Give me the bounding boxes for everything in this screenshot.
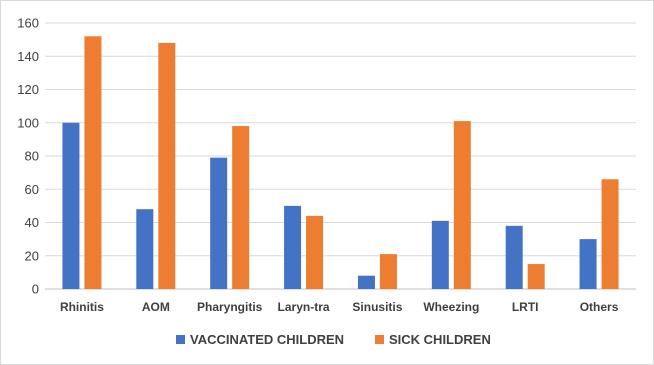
bar-vaccinated-lrti [505,225,523,289]
x-category-label: Laryn-tra [278,300,330,314]
y-tick-label: 100 [17,115,39,130]
bar-vaccinated-others [579,239,597,289]
bar-vaccinated-sinusitis [357,275,375,289]
legend-label-vaccinated: VACCINATED CHILDREN [190,332,344,347]
y-tick-label: 120 [17,82,39,97]
bar-sick-lrti [527,264,545,289]
x-category-label: Sinusitis [352,300,402,314]
x-category-label: Pharyngitis [197,300,263,314]
x-category-label: Wheezing [423,300,479,314]
legend-swatch-vaccinated [176,335,185,344]
legend-swatch-sick [375,335,384,344]
y-axis-tick-labels: 0 20 40 60 80 100 120 140 160 [17,16,39,297]
y-tick-label: 0 [32,282,39,297]
y-tick-label: 60 [25,182,39,197]
bar-vaccinated-pharyngitis [210,157,228,289]
x-axis-category-labels: Rhinitis AOM Pharyngitis Laryn-tra Sinusitis… [60,300,619,314]
bars [62,36,619,290]
x-category-label: Others [580,300,619,314]
bar-vaccinated-laryn-tra [284,205,302,289]
bar-sick-pharyngitis [232,126,250,289]
bar-vaccinated-rhinitis [62,122,80,289]
bar-sick-laryn-tra [306,215,324,289]
x-category-label: AOM [142,300,170,314]
bar-sick-sinusitis [379,254,397,289]
legend-label-sick: SICK CHILDREN [389,332,491,347]
y-tick-label: 140 [17,49,39,64]
y-tick-label: 40 [25,215,39,230]
y-tick-label: 160 [17,16,39,31]
bar-sick-others [601,179,619,289]
y-tick-label: 20 [25,248,39,263]
gridlines [45,22,636,290]
x-category-label: Rhinitis [60,300,104,314]
bar-sick-wheezing [453,121,471,290]
bar-vaccinated-aom [136,209,154,289]
y-tick-label: 80 [25,149,39,164]
x-category-label: LRTI [512,300,539,314]
legend: VACCINATED CHILDREN SICK CHILDREN [176,332,491,347]
bar-sick-rhinitis [84,36,102,289]
bar-vaccinated-wheezing [431,220,449,289]
bar-sick-aom [158,42,176,290]
